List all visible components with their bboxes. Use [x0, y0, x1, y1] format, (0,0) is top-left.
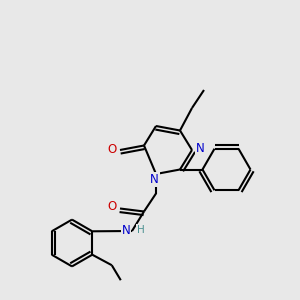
Text: H: H: [137, 225, 145, 235]
Text: O: O: [108, 142, 117, 156]
Text: N: N: [196, 142, 205, 155]
Text: O: O: [108, 200, 117, 214]
Text: N: N: [150, 173, 159, 186]
Text: N: N: [122, 224, 130, 237]
